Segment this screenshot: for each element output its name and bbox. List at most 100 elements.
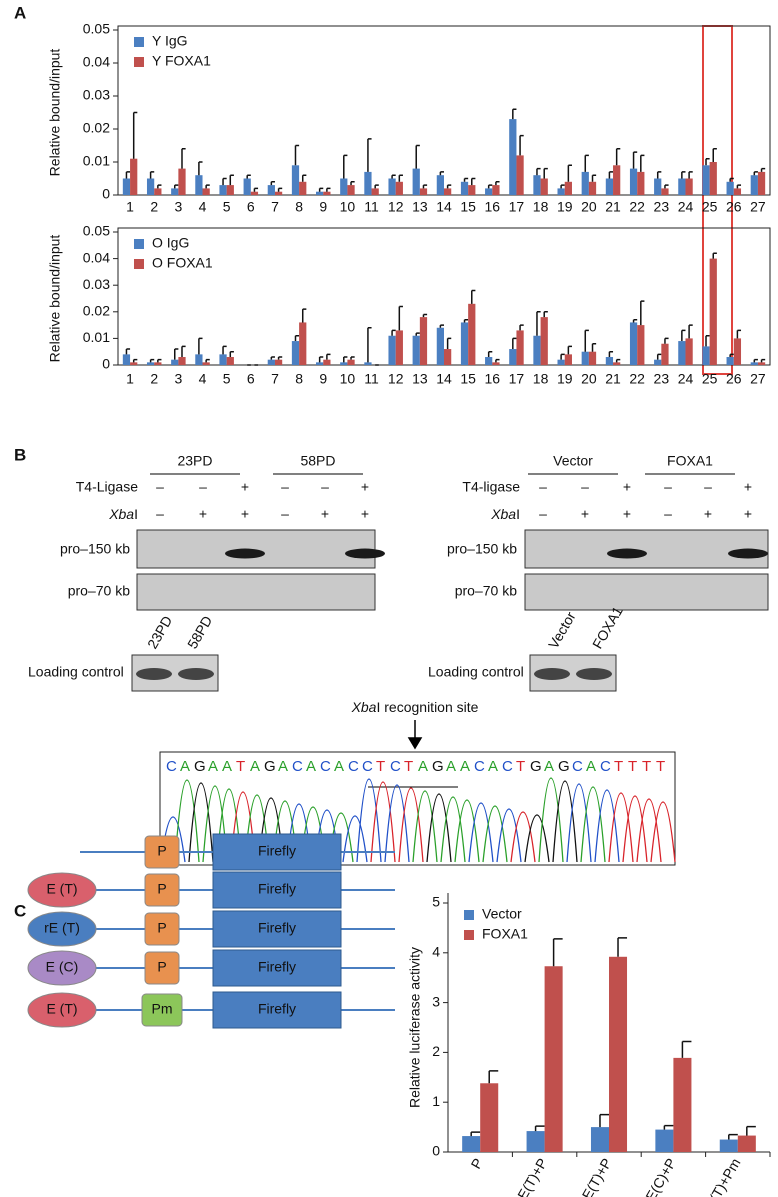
error-bar [681, 1040, 692, 1058]
error-bar [422, 184, 428, 189]
error-bar [326, 187, 331, 192]
error-bar [512, 337, 517, 350]
peak [202, 785, 228, 863]
x-tick-label: 9 [319, 199, 327, 215]
reporter [212, 833, 342, 871]
error-bar [640, 300, 645, 326]
x-tick-label: 21 [605, 371, 621, 387]
sign: + [744, 479, 752, 495]
x-tick-label: 18 [533, 371, 549, 387]
loading-label: Loading control [28, 664, 124, 680]
x-tick-label: 22 [629, 199, 645, 215]
bar [540, 178, 548, 195]
base: C [362, 758, 373, 775]
peak [384, 784, 410, 863]
gel [524, 529, 769, 569]
promoter [144, 951, 180, 985]
error-bar [608, 350, 614, 358]
x-tick-label: 1 [126, 199, 134, 215]
peak [510, 811, 536, 863]
peak [412, 790, 438, 863]
bar [122, 354, 131, 365]
x-tick-label: 14 [436, 371, 452, 387]
bar [661, 343, 669, 365]
error-bar [632, 319, 638, 323]
bar [581, 351, 589, 365]
base: G [530, 758, 542, 775]
legend-label: Y IgG [152, 33, 188, 49]
base: C [474, 758, 485, 775]
bar [364, 171, 372, 195]
reporter-label: Firefly [258, 843, 296, 859]
x-tick-label: 3 [174, 199, 182, 215]
error-bar [495, 181, 500, 186]
bar [685, 338, 693, 365]
peak [482, 805, 508, 863]
error-bar [552, 938, 563, 967]
peak [342, 815, 368, 863]
bar [564, 354, 572, 365]
error-bar [584, 329, 589, 352]
bar [395, 330, 403, 365]
bar [195, 354, 203, 365]
peak [468, 802, 494, 863]
plot-frame [117, 25, 771, 196]
error-bar [222, 177, 227, 186]
base: G [558, 758, 570, 775]
x-tick-label: 14 [436, 199, 452, 215]
error-bar [132, 358, 138, 363]
error-bar [439, 324, 444, 328]
error-bar [367, 327, 372, 363]
sign: – [199, 479, 207, 495]
reporter [212, 991, 342, 1029]
band-label: pro–150 kb [60, 541, 130, 557]
peak [594, 789, 620, 863]
error-bar [471, 289, 476, 304]
promoter-label: P [157, 959, 166, 975]
base: G [432, 758, 444, 775]
reporter [212, 949, 342, 987]
error-bar [543, 167, 548, 179]
bar [202, 362, 210, 365]
bar [226, 185, 234, 195]
x-tick-label: 13 [412, 371, 428, 387]
y-tick-label: 0.05 [83, 223, 110, 239]
bar [564, 181, 572, 195]
bar [654, 359, 662, 365]
x-tick-label: 19 [557, 199, 573, 215]
error-bar [463, 319, 469, 323]
bar [557, 188, 565, 195]
bar [726, 357, 734, 365]
base: C [166, 758, 177, 775]
error-bar [415, 144, 420, 169]
y-tick-label: 0 [102, 356, 110, 372]
error-bar [205, 358, 210, 363]
x-tick-label: 11 [364, 371, 379, 387]
legend-label: O IgG [152, 235, 189, 251]
group-label: FOXA1 [667, 453, 713, 469]
group-label: Vector [553, 453, 593, 469]
row-label-rest: I [516, 506, 520, 522]
promoter [144, 873, 180, 907]
x-tick-label: 10 [340, 371, 356, 387]
peak [174, 779, 200, 863]
bar [226, 357, 234, 365]
bar [605, 357, 614, 365]
base: C [572, 758, 583, 775]
x-tick-label: 1 [126, 371, 134, 387]
lane-label: 23PD [144, 613, 175, 651]
bar [460, 181, 469, 195]
sign: – [581, 479, 589, 495]
error-bar [277, 356, 283, 360]
error-bar [681, 171, 686, 179]
bar [323, 191, 331, 195]
base: A [208, 758, 218, 775]
peak [496, 808, 522, 863]
error-bar [277, 187, 283, 192]
y-tick-label: 5 [432, 894, 440, 910]
enhancer-label: E (C) [46, 959, 79, 975]
bar [130, 362, 138, 365]
bar [655, 1129, 674, 1152]
bar [340, 178, 348, 195]
enhancer-label: E (T) [46, 1001, 77, 1017]
